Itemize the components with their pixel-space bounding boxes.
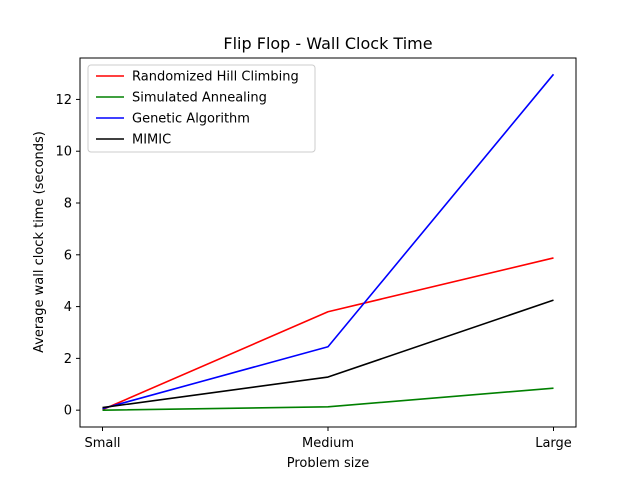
series-layer bbox=[102, 73, 555, 411]
series-line-genetic-algorithm bbox=[102, 73, 555, 410]
legend: Randomized Hill Climbing Simulated Anneal… bbox=[87, 64, 316, 153]
legend-label: Genetic Algorithm bbox=[132, 112, 250, 127]
y-tick-label: 10 bbox=[55, 145, 72, 160]
legend-box bbox=[87, 64, 316, 153]
y-tick-label: 12 bbox=[55, 93, 72, 108]
x-tick-label: Large bbox=[535, 436, 572, 451]
y-tick-label: 4 bbox=[64, 300, 72, 315]
x-axis-title: Problem size bbox=[287, 456, 370, 471]
legend-label: Simulated Annealing bbox=[132, 91, 267, 106]
legend-label: MIMIC bbox=[132, 133, 171, 148]
y-axis-title: Average wall clock time (seconds) bbox=[32, 131, 47, 353]
y-tick-label: 6 bbox=[64, 248, 72, 263]
series-line-randomized-hill-climbing bbox=[102, 257, 554, 411]
x-tick-label: Medium bbox=[302, 436, 354, 451]
legend-label: Randomized Hill Climbing bbox=[132, 70, 299, 85]
y-tick-label: 2 bbox=[64, 352, 72, 367]
x-axis-ticks: Small Medium Large bbox=[84, 427, 572, 451]
x-tick-label: Small bbox=[84, 436, 120, 451]
y-tick-label: 8 bbox=[64, 197, 72, 212]
y-axis-ticks: 0 2 4 6 8 10 12 bbox=[55, 93, 80, 419]
series-line-mimic bbox=[102, 299, 554, 409]
y-tick-label: 0 bbox=[64, 404, 72, 419]
chart-title: Flip Flop - Wall Clock Time bbox=[223, 34, 432, 53]
series-line-simulated-annealing bbox=[102, 387, 554, 411]
